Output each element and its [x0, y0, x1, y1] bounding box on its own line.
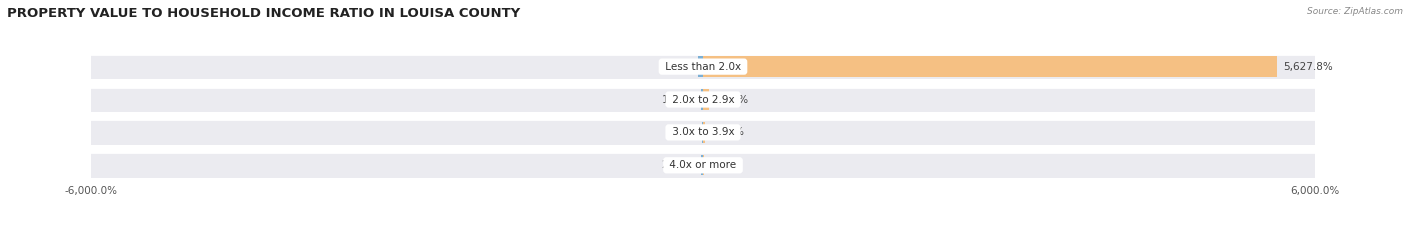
Text: 20.7%: 20.7% — [711, 127, 744, 137]
Text: 15.5%: 15.5% — [662, 95, 696, 105]
Bar — [91, 120, 1315, 145]
Bar — [91, 87, 1315, 112]
Bar — [91, 54, 1315, 79]
Text: 8.4%: 8.4% — [669, 127, 696, 137]
Bar — [702, 89, 703, 110]
Text: 7.6%: 7.6% — [710, 160, 737, 170]
Text: PROPERTY VALUE TO HOUSEHOLD INCOME RATIO IN LOUISA COUNTY: PROPERTY VALUE TO HOUSEHOLD INCOME RATIO… — [7, 7, 520, 20]
Text: 4.0x or more: 4.0x or more — [666, 160, 740, 170]
Text: 62.7%: 62.7% — [716, 95, 748, 105]
Bar — [91, 153, 1315, 178]
Bar — [703, 89, 710, 110]
Legend: Without Mortgage, With Mortgage: Without Mortgage, With Mortgage — [592, 231, 814, 233]
Bar — [703, 122, 706, 143]
Text: Less than 2.0x: Less than 2.0x — [662, 62, 744, 72]
Text: Source: ZipAtlas.com: Source: ZipAtlas.com — [1308, 7, 1403, 16]
Bar — [697, 56, 703, 77]
Text: 53.5%: 53.5% — [658, 62, 692, 72]
Bar — [703, 56, 1277, 77]
Text: 3.0x to 3.9x: 3.0x to 3.9x — [669, 127, 737, 137]
Text: 2.0x to 2.9x: 2.0x to 2.9x — [669, 95, 737, 105]
Bar — [700, 155, 703, 175]
Text: 21.5%: 21.5% — [662, 160, 695, 170]
Text: 5,627.8%: 5,627.8% — [1282, 62, 1333, 72]
